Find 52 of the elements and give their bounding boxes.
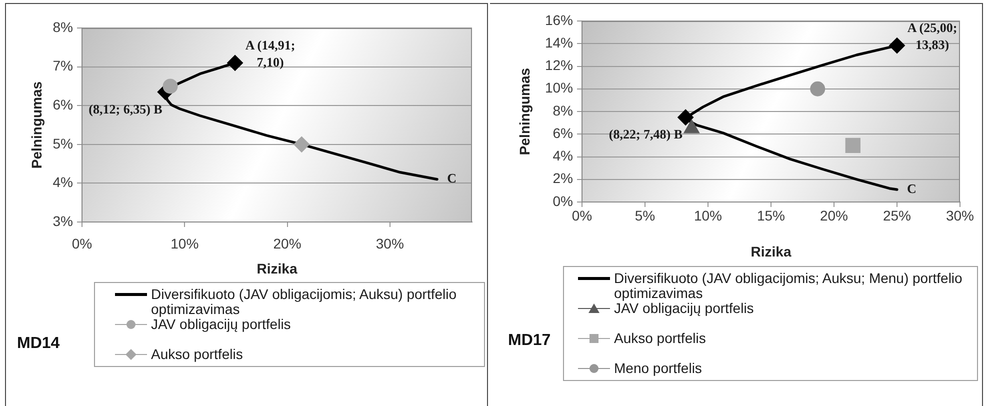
legend-label: Meno portfelis [614,360,702,376]
y-tick-label: 6% [552,124,573,141]
y-tick-label: 6% [52,96,73,112]
x-tick-label: 0% [572,207,592,224]
y-tick-label: 8% [52,18,73,35]
y-tick-label: 2% [552,170,573,186]
y-tick-label: 14% [544,34,573,50]
annotation: A (14,91; 7,10) [245,37,296,70]
x-axis-title: Rizika [750,243,792,260]
x-tick-label: 5% [634,207,656,224]
legend-label: JAV obligacijų portfelis [151,316,291,332]
y-tick-label: 8% [552,102,573,118]
annotation: A (25,00; 13,83) [907,20,958,52]
point [162,78,178,94]
y-tick-label: 10% [544,80,573,96]
legend-label: Diversifikuoto (JAV obligacijomis; Auksu; Menu) portfelio optimizavimas [614,270,962,301]
point [678,109,694,126]
y-tick-label: 5% [52,135,73,152]
y-axis-title: Pelningumas [516,68,532,156]
text: MD17 [508,332,551,350]
y-tick-label: 3% [52,212,73,229]
x-tick-label: 20% [273,235,302,252]
point [810,81,826,96]
annotation: (8,12; 6,35) B [88,101,163,116]
annotation: C [907,180,916,196]
text: MD14 [17,335,60,353]
point [889,38,905,54]
x-tick-label: 25% [882,207,912,224]
legend-label: Diversifikuoto (JAV obligacijomis; Auksu) portfelio optimizavimas [151,286,457,317]
y-tick-label: 4% [52,174,73,190]
y-tick-label: 12% [544,57,573,74]
x-tick-label: 15% [756,207,786,224]
y-tick-label: 16% [544,12,573,28]
legend-label: JAV obligacijų portfelis [614,300,754,316]
point [294,136,310,152]
y-tick-label: 7% [52,58,73,74]
legend-label: Aukso portfelis [614,330,706,346]
x-tick-label: 30% [376,235,404,252]
x-tick-label: 0% [72,235,92,252]
x-tick-label: 20% [820,207,848,224]
x-axis-title: Rizika [256,260,298,276]
y-tick-label: 0% [552,192,573,209]
legend-label: Aukso portfelis [151,346,243,362]
y-tick-label: 4% [552,148,573,164]
y-axis-title: Pelningumas [28,81,44,169]
x-tick-label: 30% [946,207,974,224]
point [845,138,860,154]
annotation: C [447,170,456,186]
x-tick-label: 10% [694,207,722,224]
annotation: (8,22; 7,48) B [608,126,683,142]
point [227,54,244,71]
x-tick-label: 10% [170,235,199,252]
